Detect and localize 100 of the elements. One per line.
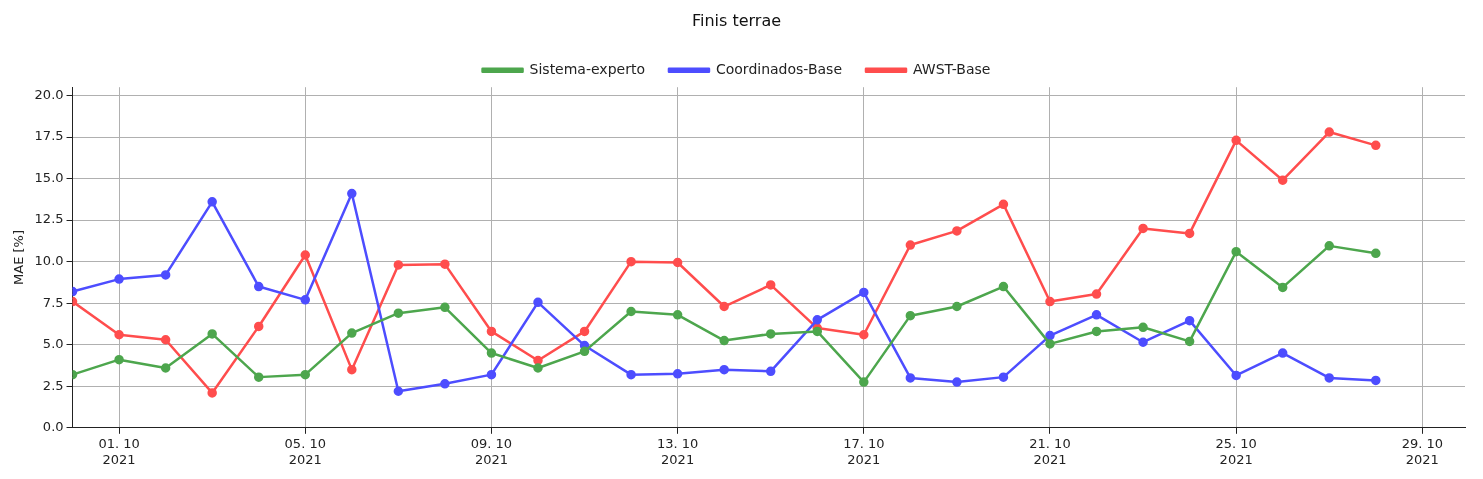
point [812,326,823,337]
point [160,334,171,345]
point [672,310,683,320]
point [1324,373,1334,383]
x-tick-label: 05. 10 2021 [284,435,326,467]
point [672,369,683,379]
point [300,250,311,260]
point [393,260,404,270]
point [440,259,450,269]
point [765,366,776,377]
point [952,377,962,387]
point [347,188,357,199]
chart-title: Finis terrae [691,10,782,30]
point [347,364,357,375]
point [1091,289,1102,299]
y-axis-title: MAE [%] [11,230,27,285]
point [626,306,636,317]
point [859,377,869,387]
point [905,373,916,383]
point [300,369,311,380]
point [1277,282,1288,293]
point [114,354,124,365]
point [812,315,823,325]
x-tick-label: 25. 10 2021 [1215,435,1257,467]
point [160,363,171,373]
x-tick-label: 09. 10 2021 [470,435,513,467]
point [393,308,404,318]
point [1184,315,1195,326]
point [253,321,264,332]
legend-label: AWST-Base [912,60,991,77]
y-tick-label: 0.0 [42,419,64,435]
point [1045,339,1055,349]
y-tick-label: 5.0 [42,336,64,352]
y-tick-label: 15.0 [34,169,64,185]
point [905,310,916,321]
x-tick-label: 13. 10 2021 [656,435,699,467]
point [1184,336,1195,347]
point [486,326,497,337]
point [1324,127,1334,137]
point [114,330,124,340]
point [207,197,217,207]
point [393,386,404,396]
point [952,301,962,312]
point [1091,326,1102,337]
point [859,330,869,340]
point [626,256,636,267]
point [114,274,124,284]
point [1231,135,1241,146]
point [1371,140,1381,151]
point [300,295,311,305]
point [533,297,543,308]
point [440,379,450,389]
point [1371,248,1381,259]
point [998,372,1009,382]
point [347,328,357,338]
point [765,280,776,290]
point [533,355,543,366]
y-tick-label: 12.5 [34,211,64,227]
point [672,257,683,268]
point [1091,310,1102,320]
x-tick-label: 29. 10 2021 [1401,435,1444,467]
point [253,281,264,292]
y-tick-label: 10.0 [34,253,64,269]
point [719,364,729,375]
x-tick-label: 17. 10 2021 [843,435,885,467]
point [1371,375,1381,386]
y-tick-label: 2.5 [42,377,64,393]
x-tick-label: 21. 10 2021 [1029,435,1071,467]
point [1231,246,1241,257]
point [1045,296,1055,307]
point [486,369,497,380]
point [207,329,217,339]
point [998,281,1009,292]
y-tick-label: 17.5 [34,128,64,144]
point [719,301,729,312]
point [579,346,590,357]
point [1231,370,1241,381]
point [859,287,869,298]
point [626,369,636,380]
point [1277,175,1288,185]
point [1138,322,1148,333]
point [1045,330,1055,341]
point [998,199,1009,210]
legend-label: Sistema-experto [529,60,645,77]
point [533,363,543,373]
point [1138,223,1148,234]
point [207,388,217,398]
point [160,270,171,280]
point [1324,241,1334,251]
point [486,348,497,358]
y-tick-label: 20.0 [34,86,64,102]
point [1277,348,1288,358]
legend-label: Coordinados-Base [715,60,843,77]
point [719,335,729,346]
point [905,240,916,250]
point [952,226,962,236]
point [1138,337,1148,347]
point [440,302,450,313]
y-tick-label: 7.5 [42,294,64,310]
x-tick-label: 01. 10 2021 [98,435,140,467]
